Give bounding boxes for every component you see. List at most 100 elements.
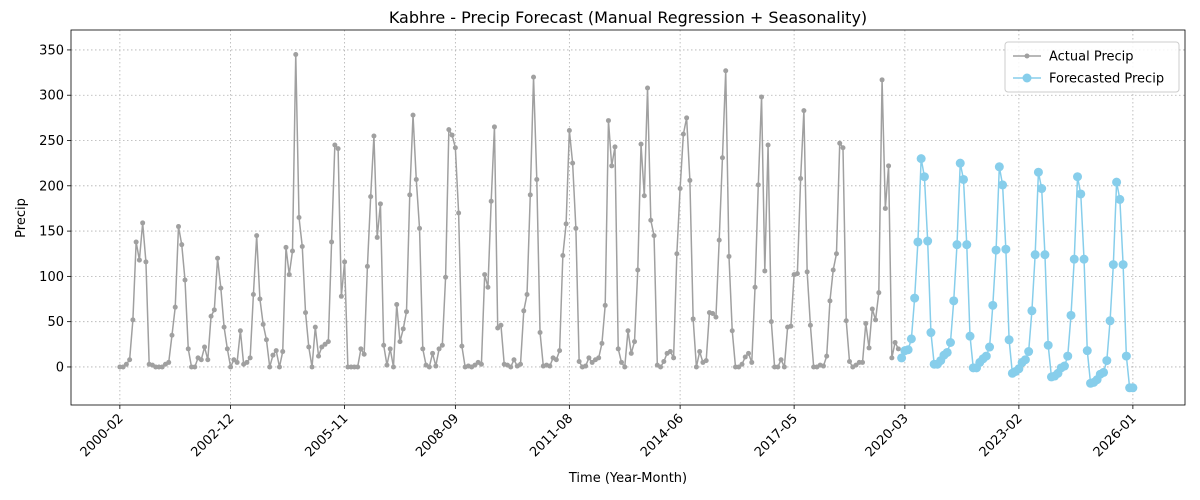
data-point [303,310,309,316]
data-point [547,363,553,369]
data-point [332,142,338,148]
data-point [381,342,387,348]
x-tick-label: 2026-01 [1091,411,1140,460]
data-point [329,239,335,245]
data-point [289,248,295,254]
data-point [703,358,709,364]
data-point [895,346,901,352]
data-point [1105,316,1115,326]
data-point [417,225,423,231]
data-point [1102,356,1112,366]
data-point [843,318,849,324]
data-point [1079,254,1089,264]
data-point [765,142,771,148]
data-point [985,342,995,352]
y-tick-label: 100 [39,270,64,285]
data-point [991,245,1001,255]
data-point [1033,167,1043,177]
data-point [312,324,318,330]
data-point [945,338,955,347]
data-point [632,339,638,345]
data-point [680,131,686,137]
data-point [247,355,253,361]
data-point [358,346,364,352]
data-point [374,234,380,240]
data-point [394,301,400,307]
data-point [410,112,416,118]
data-point [446,127,452,133]
data-point [498,322,504,328]
data-point [136,257,142,263]
data-point [364,263,370,269]
data-point [185,346,191,352]
data-point [794,271,800,277]
data-point [710,311,716,317]
legend: Actual Precip Forecasted Precip [1004,41,1180,93]
data-point [635,267,641,273]
data-point [368,194,374,200]
data-point [179,242,185,248]
data-point [697,349,703,355]
legend-label: Forecasted Precip [1049,72,1164,87]
data-point [988,300,998,310]
data-point [625,328,631,334]
x-tick-label: 2000-02 [78,411,127,460]
data-point [1108,260,1118,270]
data-point [1004,335,1014,345]
data-point [609,163,615,169]
data-point [127,357,133,363]
data-point [557,348,563,354]
data-point [840,145,846,151]
data-point [283,244,289,250]
data-point [596,355,602,361]
data-point [860,359,866,365]
x-tick-label: 2005-11 [302,411,351,460]
data-point [1069,254,1079,264]
data-point [583,363,589,369]
x-axis-label: Time (Year-Month) [568,471,687,486]
data-point [371,133,377,139]
data-point [175,224,181,230]
data-point [641,193,647,199]
data-point [182,277,188,283]
data-point [537,330,543,336]
data-point [566,128,572,134]
data-point [309,364,315,370]
data-point [325,339,331,345]
data-point [316,353,322,359]
data-point [1115,194,1125,204]
data-point [687,177,693,183]
data-point [215,255,221,261]
data-point [335,146,341,152]
data-point [342,259,348,265]
x-tick-label: 2017-05 [752,411,801,460]
data-point [488,198,494,204]
data-point [965,331,975,341]
data-point [827,298,833,304]
data-point [407,192,413,198]
data-point [202,344,208,350]
data-point [913,237,923,247]
data-point [172,304,178,310]
x-tick-label: 2023-02 [977,411,1026,460]
data-point [759,94,765,100]
data-point [420,346,426,352]
data-point [876,290,882,296]
data-point [1118,260,1128,270]
data-point [299,243,305,249]
data-point [863,320,869,326]
data-point [553,357,559,363]
data-point [273,348,279,354]
data-point [257,296,263,302]
data-point [485,284,491,290]
data-point [768,319,774,325]
data-point [775,364,781,370]
data-point [671,355,677,361]
data-point [677,186,683,192]
data-point [244,359,250,365]
x-tick-label: 2002-12 [188,411,237,460]
data-point [433,363,439,369]
data-point [1076,189,1086,199]
data-point [133,239,139,245]
